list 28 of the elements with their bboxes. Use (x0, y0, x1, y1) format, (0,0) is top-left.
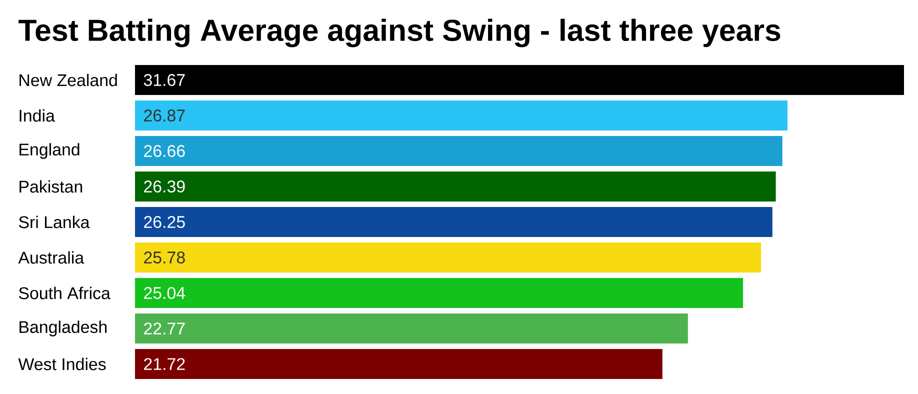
bar (135, 207, 772, 238)
data-label: 26.39 (144, 180, 185, 193)
y-tick-label: Pakistan (20, 180, 82, 193)
bar (135, 349, 662, 380)
y-tick-label: England (20, 143, 80, 159)
data-label: 26.66 (144, 145, 185, 158)
data-label: 26.87 (144, 110, 185, 122)
bar (135, 65, 904, 96)
data-label: 25.78 (144, 252, 185, 264)
bar (135, 314, 688, 344)
data-label: 31.67 (144, 74, 185, 86)
data-label: 25.04 (144, 287, 186, 300)
y-tick-label: Bangladesh (20, 320, 107, 336)
bar (135, 172, 776, 202)
y-tick-label: India (20, 109, 55, 122)
data-label: 26.25 (144, 216, 185, 228)
y-tick-label: New Zealand (20, 74, 117, 86)
bar (135, 100, 788, 131)
y-tick-label: Australia (18, 251, 84, 264)
bar (135, 242, 761, 273)
data-label: 22.77 (144, 322, 185, 334)
data-label: 21.72 (144, 358, 185, 370)
y-tick-label: Sri Lanka (18, 216, 90, 228)
chart-title: Test Batting Average against Swing - last three years (18, 18, 780, 48)
bar (135, 136, 782, 166)
y-tick-label: West Indies (18, 358, 106, 370)
y-tick-label: South Africa (18, 286, 110, 300)
bar (135, 278, 744, 308)
